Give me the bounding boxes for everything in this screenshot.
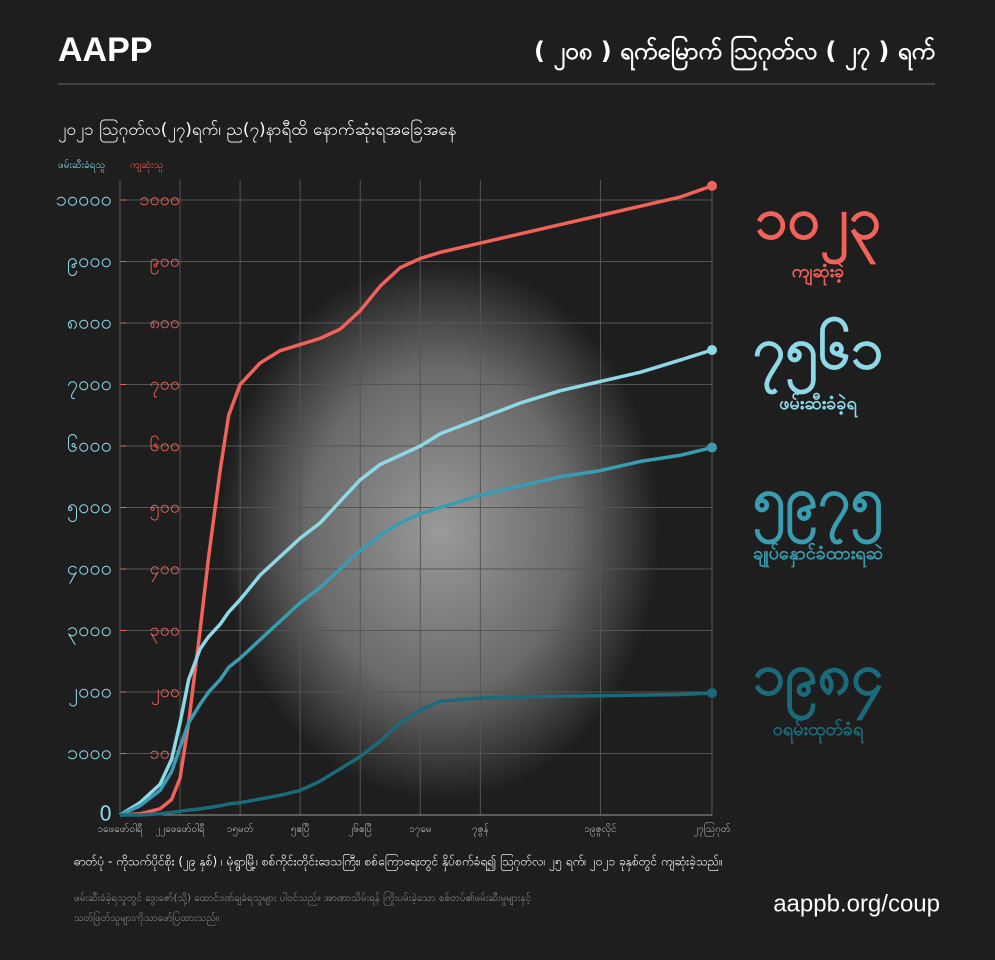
x-tick-label: ၇ဇွန် bbox=[472, 822, 489, 837]
y2-tick-label: ၈၀၀ bbox=[149, 312, 180, 333]
note: ဖမ်းဆီးခံခဲ့ရသူတွင် ဒွေးဇော်(သို့) ထောင်… bbox=[74, 890, 531, 906]
end-value-label: ၁၉၈၄ bbox=[752, 640, 883, 720]
y-tick-label: ၁၀၀၀ bbox=[67, 740, 112, 764]
end-marker bbox=[707, 687, 717, 698]
x-tick-label: ၁၉ဇူလိုင် bbox=[584, 822, 616, 837]
y2-tick-label: ၁၀၀၀ bbox=[140, 189, 181, 210]
url: aappb.org/coup bbox=[773, 890, 940, 917]
legend-label: ဖမ်းဆီးခံခဲ့ရ bbox=[779, 392, 857, 418]
legend-label: ချုပ်နှောင်ခံထားရဆဲ bbox=[753, 542, 883, 568]
y-tick-label: ၆၀၀၀ bbox=[67, 433, 112, 457]
y2-tick-label: ၉၀၀ bbox=[150, 251, 180, 275]
x-tick-label: ၂၂ဖေဖော်ဝါရီ bbox=[155, 822, 205, 837]
end-marker bbox=[707, 344, 717, 355]
y-tick-label: ၂၀၀၀ bbox=[68, 679, 112, 707]
caption: ဓာတ်ပုံ - ကိုသက်ပိုင်စိုး (၂၉ နှစ်) ၊ မု… bbox=[74, 853, 723, 872]
legend-label: ဝရမ်းထုတ်ခံရ bbox=[773, 718, 864, 744]
y-tick-label: ၈၀၀၀ bbox=[67, 310, 112, 334]
end-value-label: ၅၉၇၅ bbox=[753, 464, 884, 544]
end-value-label: ၁၀၂၃ bbox=[755, 184, 881, 264]
line bbox=[119, 184, 713, 817]
note: သတ်ဖြတ်သူများကိုသာဖော်ပြထားသည်။ bbox=[74, 910, 219, 926]
brand: AAPP bbox=[58, 31, 152, 69]
y2-tick-label: ၄၀၀ bbox=[150, 558, 180, 582]
y-tick-label: ၇၀၀၀ bbox=[67, 371, 112, 399]
line bbox=[120, 691, 713, 817]
y-tick-label: ၉၀၀၀ bbox=[67, 248, 112, 276]
subtitle: ၂၀၂၁ ဩဂုတ်လ(၂၇)ရက်၊ ည(၇)နာရီထိ နောက်ဆုံး… bbox=[58, 118, 456, 143]
y2-tick-label: ၇၀၀ bbox=[150, 374, 180, 398]
photo bbox=[220, 260, 660, 800]
x-tick-label: ၅ဧပြီ bbox=[291, 821, 310, 837]
line bbox=[119, 445, 713, 817]
y-tick-label: 0 bbox=[99, 802, 112, 826]
y2-tick-label: ၃၀၀ bbox=[150, 620, 180, 644]
end-marker bbox=[707, 442, 717, 453]
line bbox=[119, 348, 713, 817]
x-tick-label: ၁၇မေ bbox=[409, 824, 431, 837]
y2-axis-label: ကျဆုံးသူ bbox=[130, 160, 163, 173]
legend-label: ကျဆုံးခဲ့ bbox=[792, 261, 845, 286]
x-tick-label: ၁၅မတ် bbox=[227, 822, 254, 837]
end-value-label: ၇၅၆၁ bbox=[753, 314, 884, 394]
y-axis-label: ဖမ်းဆီးခံရသူ bbox=[58, 158, 105, 173]
y-tick-label: ၃၀၀၀ bbox=[67, 617, 112, 645]
x-tick-label: ၁ဖေဖော်ဝါရီ bbox=[97, 822, 142, 837]
y2-tick-label: ၅၀၀ bbox=[150, 497, 180, 521]
x-tick-label: ၂၇ဩဂုတ် bbox=[693, 821, 730, 837]
y-tick-label: ၄၀၀၀ bbox=[67, 556, 112, 584]
y-tick-label: ၅၀၀၀ bbox=[67, 494, 112, 522]
y2-tick-label: ၂၀၀ bbox=[151, 681, 180, 705]
x-tick-label: ၂၆ဧပြီ bbox=[348, 821, 372, 837]
y-tick-label: ၁၀၀၀၀ bbox=[56, 187, 112, 211]
y2-tick-label: ၆၀၀ bbox=[150, 435, 180, 456]
end-marker bbox=[707, 180, 717, 191]
